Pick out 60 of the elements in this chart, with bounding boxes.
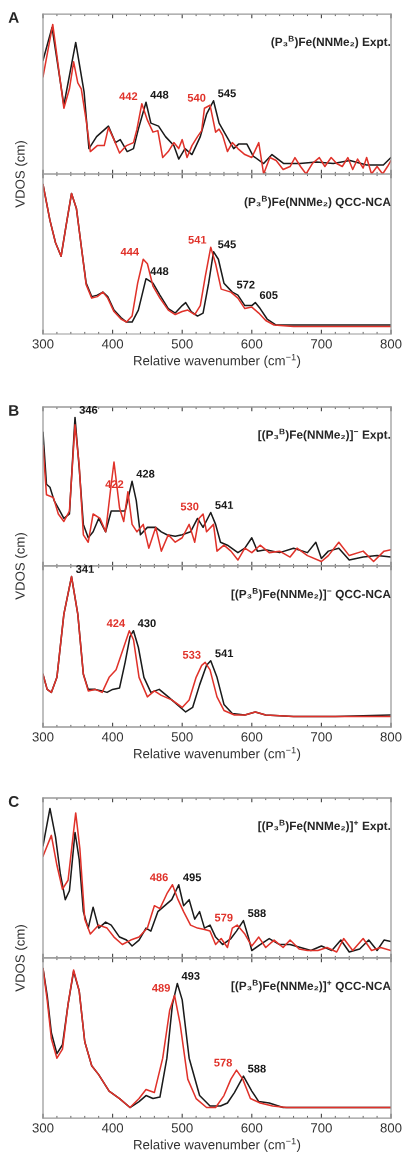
x-tick-label: 700 [311, 732, 332, 742]
text: [(P₃$^{B}$)Fe(NNMe₂)]$^{+}$ Expt. [258, 819, 391, 833]
x-tick-label: 800 [380, 339, 402, 349]
annotation: 545 [218, 89, 236, 98]
y-axis-title: VDOS (cm) [15, 533, 28, 600]
x-tick-label: 500 [171, 732, 193, 742]
annotation: 572 [236, 280, 255, 289]
x-axis-title: Relative wavenumber (cm$^{−1}$) [134, 1137, 301, 1152]
x-tick-label: 800 [380, 732, 402, 742]
x-tick-label: 800 [380, 1123, 402, 1133]
annotation: 442 [119, 92, 138, 101]
annotation: 588 [247, 1064, 266, 1073]
text: C [8, 796, 19, 807]
x-tick-label: 700 [311, 1123, 332, 1133]
x-tick-label: 600 [241, 339, 263, 349]
y-axis-title: VDOS (cm) [15, 925, 28, 992]
annotation: 579 [214, 913, 233, 922]
x-axis-title: Relative wavenumber (cm$^{−1}$) [134, 353, 301, 368]
text: (P₃$^{B}$)Fe(NNMe₂) QCC-NCA [244, 195, 391, 209]
annotation: 541 [215, 501, 234, 509]
annotation: 541 [215, 649, 234, 658]
annotation: 448 [150, 90, 169, 99]
text: B [9, 405, 19, 416]
annotation: 578 [214, 1058, 232, 1067]
text: [(P₃$^{B}$)Fe(NNMe₂)]$^{−}$ Expt. [258, 428, 391, 442]
annotation: 495 [183, 873, 202, 882]
annotation: 540 [187, 93, 206, 102]
annotation: 605 [259, 291, 278, 300]
annotation: 588 [247, 909, 266, 918]
annotation: 341 [75, 565, 94, 573]
x-tick-label: 400 [101, 339, 124, 349]
x-tick-label: 500 [171, 1123, 193, 1133]
annotation: 430 [137, 619, 156, 628]
x-tick-label: 600 [241, 1123, 263, 1133]
annotation: 448 [150, 267, 169, 276]
text: A [8, 12, 19, 23]
annotation: 530 [180, 502, 199, 511]
annotation: 444 [120, 247, 139, 256]
text: (P₃$^{B}$)Fe(NNMe₂) Expt. [271, 35, 391, 49]
y-axis-title: VDOS (cm) [15, 141, 28, 208]
text: [(P₃$^{B}$)Fe(NNMe₂)]$^{−}$ QCC-NCA [231, 588, 391, 601]
x-tick-label: 400 [101, 732, 124, 742]
annotation: 489 [152, 983, 170, 992]
annotation: 486 [149, 873, 168, 882]
annotation: 346 [79, 405, 98, 414]
annotation: 428 [136, 469, 155, 478]
annotation: 493 [181, 971, 200, 980]
x-tick-label: 300 [32, 1123, 54, 1133]
x-tick-label: 500 [171, 339, 193, 349]
text: [(P₃$^{B}$)Fe(NNMe₂)]$^{+}$ QCC-NCA [231, 979, 391, 993]
x-tick-label: 600 [241, 732, 263, 742]
x-axis-title: Relative wavenumber (cm$^{−1}$) [134, 746, 301, 761]
x-tick-label: 700 [311, 339, 332, 349]
x-tick-label: 400 [101, 1123, 124, 1133]
annotation: 533 [182, 650, 201, 659]
annotation: 545 [218, 240, 236, 249]
x-tick-label: 300 [32, 339, 54, 349]
x-tick-label: 300 [32, 732, 54, 742]
annotation: 541 [188, 235, 207, 244]
annotation: 424 [106, 619, 126, 628]
